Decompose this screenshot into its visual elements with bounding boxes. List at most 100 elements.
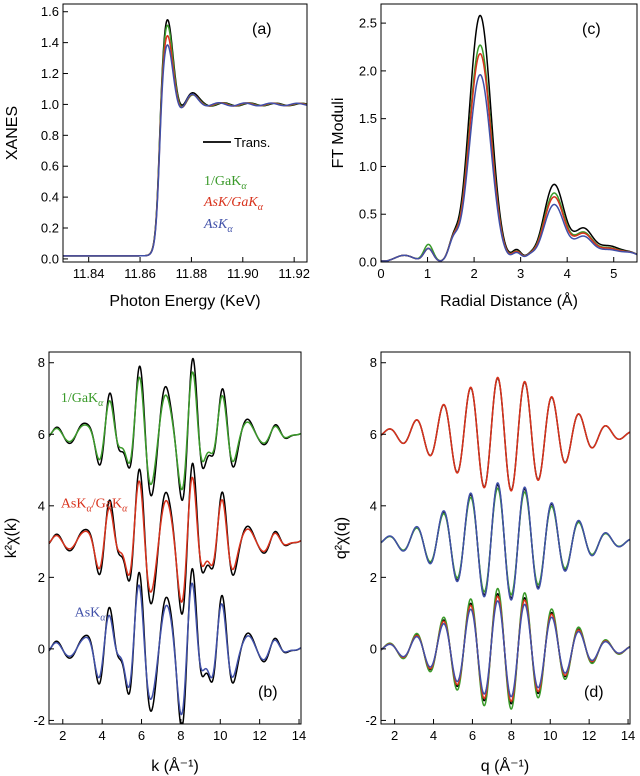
panel-a-xtick-label-0: 11.84 [73,266,105,281]
legend-entry-askga: AsK/GaKα [203,195,264,213]
panel-a-ticks: 11.84 11.86 11.88 11.90 11.92 0.0 0.2 0.4 0.6 0.8… [41,4,310,281]
panel-b-series-ask-fit [48,582,302,716]
panel-a-ytick-label-1: 0.2 [41,221,59,236]
panel-c-series [380,14,638,262]
panel-b-ytick-label-0: -2 [33,713,45,728]
panel-a-ytick-label-0: 0.0 [41,251,59,266]
panel-c-series-ask-gak- [380,52,638,262]
panel-a-xtick-label-3: 11.90 [227,266,259,281]
panel-a-ytick-label-7: 1.4 [41,35,59,50]
panel-a-xtick-label-4: 11.92 [278,266,310,281]
panel-d-series-bottom-blue [380,600,631,698]
panel-d-ytick-label-1: 0 [370,641,377,656]
panel-b-xlabel: k (Å⁻¹) [151,756,199,775]
panel-b-ylabel: k²χ(k) [3,518,20,558]
panel-a-ytick-label-2: 0.4 [41,190,59,205]
panel-b-xtick-label-2: 6 [138,728,145,743]
panel-a: 11.84 11.86 11.88 11.90 11.92 0.0 0.2 0.4 0.6 0.8… [4,3,310,310]
panel-a-frame [62,3,308,263]
panel-c-xtick-label-0: 0 [377,266,384,281]
panel-c: 0 1 2 3 4 5 0.0 0.5 1.0 1.5 2.0 2.5 (c) Radial Dist… [330,3,638,310]
panel-d-frame [380,351,631,725]
panel-b-annotation-2-text: AsK [75,606,101,621]
legend-trans-label: Trans. [234,135,270,150]
panel-c-ytick-label-3: 1.5 [359,111,377,126]
panel-c-ytick-label-4: 2.0 [359,63,377,78]
panel-c-xlabel: Radial Distance (Å) [440,291,578,310]
panel-a-ytick-label-3: 0.6 [41,159,59,174]
panel-c-ylabel: FT Moduli [330,98,347,169]
panel-b-xtick-label-1: 4 [99,728,106,743]
panel-b-xtick-label-4: 10 [213,728,227,743]
panel-d-xtick-label-2: 6 [469,728,476,743]
panel-d-series-mid-blue [380,482,631,601]
panel-c-xtick-label-1: 1 [424,266,431,281]
panel-b-ytick-label-2: 2 [38,570,45,585]
panel-b-series-ask-gak-exp [48,462,302,615]
panel-b-annotation-0: 1/GaKα [61,391,104,409]
panel-a-series-ask-gak- [62,34,308,257]
panel-b-ytick-label-3: 4 [38,498,45,513]
panel-a-ytick-label-4: 0.8 [41,128,59,143]
panel-b-label: (b) [258,684,278,701]
panel-b-series [48,357,302,724]
panel-c-label: (c) [582,21,601,38]
panel-d-ticks: 2 4 6 8 10 12 14 -2 0 2 4 6 8 [365,355,635,743]
panel-a-xtick-label-1: 11.86 [124,266,156,281]
panel-b-ytick-label-4: 6 [38,427,45,442]
panel-d-ytick-label-0: -2 [365,713,377,728]
panel-a-label: (a) [252,21,272,38]
panel-a-ylabel: XANES [4,106,21,160]
panel-d-series-mid-green [380,487,631,596]
panel-d-ytick-label-3: 4 [370,498,377,513]
panel-b-annotation-1-sub: α [86,504,92,515]
legend-entry-1-sub: α [241,181,247,192]
panel-d-series-top-black [380,377,631,491]
panel-b-xtick-label-3: 8 [177,728,184,743]
panel-b-annotation-1-text2: /GaK [92,497,122,512]
panel-d-xlabel: q (Å⁻¹) [481,756,529,775]
panel-b-annotation-2-sub: α [100,613,106,624]
panel-b-series-1-gak-fit [48,371,302,491]
panel-b-annotation-2: AsKα [75,606,107,624]
legend-entry-3-text: AsK [203,217,228,232]
panel-b-annotation-1-text: AsK [61,497,87,512]
legend-entry-2-text: AsK/GaK [203,195,258,210]
panel-b-ytick-label-1: 0 [38,641,45,656]
panel-d-ytick-label-2: 2 [370,570,377,585]
panel-b: 2 4 6 8 10 12 14 -2 0 2 4 6 8 (b) k (Å⁻¹) k²χ(k) 1/G… [3,351,306,775]
panel-d-ytick-label-4: 6 [370,427,377,442]
panel-c-series-trans- [380,14,638,262]
panel-a-series-trans- [62,19,308,257]
panel-b-ticks: 2 4 6 8 10 12 14 -2 0 2 4 6 8 [33,355,306,743]
panel-d-xtick-label-0: 2 [391,728,398,743]
panel-d-xtick-label-6: 14 [621,728,635,743]
panel-c-xtick-label-5: 5 [610,266,617,281]
panel-b-ytick-label-5: 8 [38,355,45,370]
panel-b-xtick-label-0: 2 [59,728,66,743]
panel-a-series-ask- [62,44,308,257]
panel-c-ytick-label-0: 0.0 [359,255,377,270]
panel-c-xtick-label-4: 4 [564,266,571,281]
panel-a-xlabel: Photon Energy (KeV) [109,293,260,310]
panel-d-ylabel: q²χ(q) [333,517,350,559]
panel-a-ytick-label-8: 1.6 [41,4,59,19]
panel-b-xtick-label-5: 12 [252,728,266,743]
panel-c-ytick-label-1: 0.5 [359,207,377,222]
panel-b-annotation-1: AsKα/GaKα [61,497,128,515]
panel-d-ytick-label-5: 8 [370,355,377,370]
legend-entry-3-sub: α [227,224,233,235]
panel-c-series-ask- [380,73,638,262]
panel-d-xtick-label-5: 12 [582,728,596,743]
panel-d-xtick-label-3: 8 [508,728,515,743]
panel-b-series-1-gak-exp [48,357,302,502]
panel-c-frame [380,3,638,263]
panel-d-xtick-label-4: 10 [543,728,557,743]
panel-b-annotation-1-sub2: α [122,504,128,515]
legend-entry-aska: AsKα [203,217,233,235]
panel-a-ytick-label-6: 1.2 [41,66,59,81]
panel-c-ytick-label-2: 1.0 [359,159,377,174]
panel-c-xtick-label-3: 3 [517,266,524,281]
